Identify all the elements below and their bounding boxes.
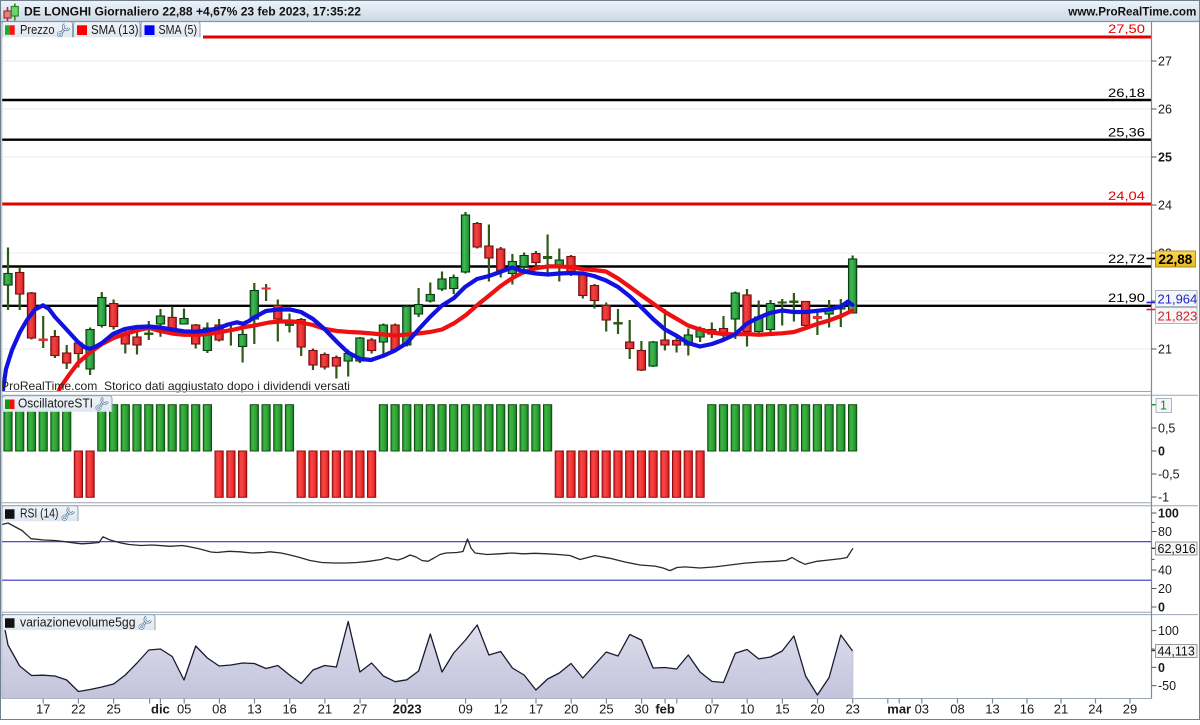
svg-text:27,50: 27,50 (1108, 22, 1145, 36)
svg-text:www.ProRealTime.com: www.ProRealTime.com (1067, 7, 1196, 19)
svg-text:12: 12 (494, 702, 508, 717)
svg-text:15: 15 (775, 702, 789, 717)
svg-text:SMA (13): SMA (13) (91, 23, 139, 37)
svg-text:25: 25 (1158, 151, 1172, 165)
svg-text:dic: dic (151, 702, 170, 717)
svg-text:08: 08 (212, 702, 226, 717)
svg-text:1: 1 (1160, 399, 1167, 413)
svg-text:21: 21 (1158, 343, 1172, 357)
svg-text:30: 30 (634, 702, 648, 717)
svg-text:80: 80 (1158, 525, 1172, 539)
svg-text:22: 22 (71, 702, 85, 717)
svg-text:23: 23 (845, 702, 859, 717)
svg-text:27: 27 (1158, 55, 1172, 69)
svg-text:03: 03 (915, 702, 929, 717)
svg-text:0: 0 (1158, 445, 1165, 459)
svg-text:24,04: 24,04 (1108, 189, 1145, 203)
svg-text:13: 13 (247, 702, 261, 717)
svg-text:16: 16 (282, 702, 296, 717)
svg-text:variazionevolume5gg: variazionevolume5gg (20, 615, 136, 629)
svg-text:40: 40 (1158, 564, 1172, 578)
svg-text:17: 17 (529, 702, 543, 717)
svg-text:21: 21 (1054, 702, 1068, 717)
svg-text:100: 100 (1158, 507, 1179, 521)
svg-text:21,964: 21,964 (1158, 292, 1198, 307)
svg-text:0: 0 (1158, 661, 1165, 675)
svg-text:21: 21 (318, 702, 332, 717)
svg-text:16: 16 (1020, 702, 1034, 717)
svg-text:20: 20 (564, 702, 578, 717)
svg-text:SMA (5): SMA (5) (159, 23, 198, 37)
svg-text:OscillatoreSTI: OscillatoreSTI (18, 397, 93, 411)
svg-text:100: 100 (1158, 624, 1179, 638)
svg-text:10: 10 (740, 702, 754, 717)
svg-text:08: 08 (950, 702, 964, 717)
svg-text:Prezzo: Prezzo (20, 23, 55, 37)
svg-text:20: 20 (1158, 582, 1172, 596)
svg-text:13: 13 (985, 702, 999, 717)
svg-text:05: 05 (177, 702, 191, 717)
svg-text:09: 09 (458, 702, 472, 717)
svg-text:44,113: 44,113 (1158, 645, 1195, 659)
svg-text:mar: mar (887, 702, 911, 717)
svg-text:22,72: 22,72 (1108, 252, 1145, 266)
svg-text:-50: -50 (1158, 679, 1176, 693)
svg-text:20: 20 (810, 702, 824, 717)
svg-text:-1: -1 (1158, 491, 1169, 505)
svg-text:27: 27 (353, 702, 367, 717)
svg-text:26: 26 (1158, 103, 1172, 117)
svg-text:0,5: 0,5 (1158, 422, 1175, 436)
svg-text:ProRealTime.com Storico dati: ProRealTime.com Storico dati aggiustato … (1, 379, 350, 393)
svg-text:21,90: 21,90 (1108, 291, 1145, 305)
svg-text:17: 17 (36, 702, 50, 717)
svg-text:24: 24 (1158, 199, 1172, 213)
svg-text:07: 07 (705, 702, 719, 717)
svg-text:DE LONGHI Giornaliero 22,88 +4: DE LONGHI Giornaliero 22,88 +4,67% 23 fe… (24, 7, 361, 19)
svg-text:22,88: 22,88 (1159, 252, 1193, 267)
svg-text:62,916: 62,916 (1158, 542, 1196, 556)
svg-text:0: 0 (1158, 601, 1165, 615)
svg-text:29: 29 (1123, 702, 1137, 717)
svg-text:24: 24 (1088, 702, 1102, 717)
svg-text:feb: feb (655, 702, 675, 717)
svg-text:26,18: 26,18 (1108, 86, 1145, 100)
svg-text:25: 25 (599, 702, 613, 717)
svg-text:25: 25 (106, 702, 120, 717)
svg-text:25,36: 25,36 (1108, 126, 1145, 140)
svg-text:RSI (14): RSI (14) (20, 506, 59, 520)
svg-text:21,823: 21,823 (1158, 309, 1198, 324)
svg-text:-0,5: -0,5 (1158, 468, 1180, 482)
svg-text:2023: 2023 (393, 702, 422, 717)
